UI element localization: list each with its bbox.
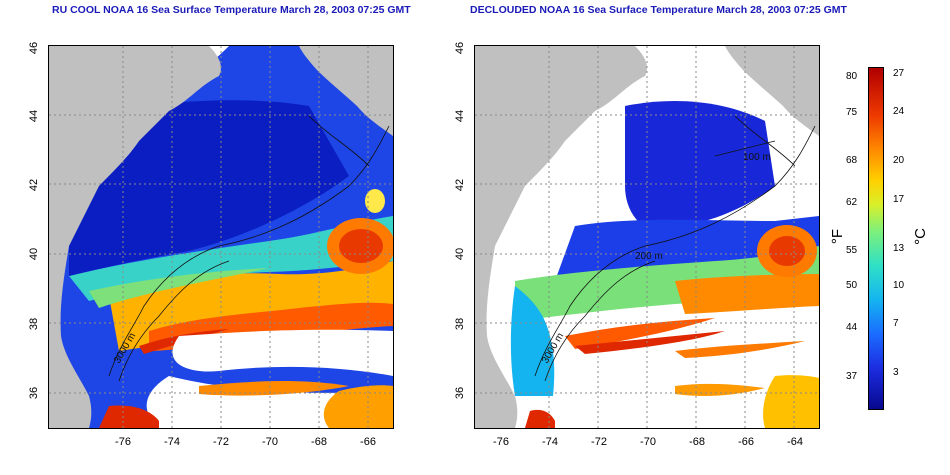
celsius-tick: 13 xyxy=(893,243,905,254)
temperature-colorbar xyxy=(868,67,884,410)
right-lon-label: -76 xyxy=(493,436,509,448)
right-lon-label: -64 xyxy=(787,436,803,448)
right-lat-label: 42 xyxy=(454,178,466,192)
celsius-tick: 10 xyxy=(893,280,905,291)
left-map-title: RU COOL NOAA 16 Sea Surface Temperature … xyxy=(52,4,411,16)
left-lat-label: 40 xyxy=(28,247,40,261)
left-lat-label: 46 xyxy=(28,41,40,55)
fahrenheit-tick: 50 xyxy=(846,280,858,291)
left-lon-label: -66 xyxy=(360,436,376,448)
fahrenheit-tick: 55 xyxy=(846,245,858,256)
celsius-tick: 3 xyxy=(893,367,899,378)
fahrenheit-tick: 75 xyxy=(846,107,858,118)
left-lon-label: -70 xyxy=(262,436,278,448)
fahrenheit-tick: 44 xyxy=(846,322,858,333)
fahrenheit-tick: 37 xyxy=(846,371,858,382)
fahrenheit-tick: 80 xyxy=(846,71,858,82)
right-lon-label: -66 xyxy=(738,436,754,448)
left-sst-map-image: 3000 m xyxy=(49,46,393,428)
fahrenheit-tick: 68 xyxy=(846,155,858,166)
right-contour-label-100m: 100 m xyxy=(743,152,771,163)
right-lon-label: -68 xyxy=(689,436,705,448)
right-lat-label: 46 xyxy=(454,41,466,55)
right-lat-label: 36 xyxy=(454,386,466,400)
celsius-tick: 17 xyxy=(893,194,905,205)
celsius-tick: 24 xyxy=(893,106,905,117)
right-lon-label: -74 xyxy=(542,436,558,448)
left-lon-label: -72 xyxy=(213,436,229,448)
left-lon-label: -74 xyxy=(164,436,180,448)
right-map-title: DECLOUDED NOAA 16 Sea Surface Temperatur… xyxy=(470,4,847,16)
right-sst-map-image: 100 m 200 m 3000 m xyxy=(475,46,819,428)
fahrenheit-tick: 62 xyxy=(846,197,858,208)
right-lat-label: 38 xyxy=(454,317,466,331)
left-lat-label: 38 xyxy=(28,317,40,331)
left-lat-label: 36 xyxy=(28,386,40,400)
right-lon-label: -70 xyxy=(640,436,656,448)
fahrenheit-unit-label: °F xyxy=(829,228,847,245)
right-sst-map: 100 m 200 m 3000 m xyxy=(474,45,820,429)
right-lon-label: -72 xyxy=(591,436,607,448)
right-lat-label: 40 xyxy=(454,247,466,261)
right-contour-label-200m: 200 m xyxy=(635,251,663,262)
right-lat-label: 44 xyxy=(454,109,466,123)
celsius-tick: 27 xyxy=(893,68,905,79)
celsius-tick: 20 xyxy=(893,155,905,166)
left-lat-label: 42 xyxy=(28,178,40,192)
left-lon-label: -76 xyxy=(115,436,131,448)
celsius-tick: 7 xyxy=(893,318,899,329)
left-lat-label: 44 xyxy=(28,109,40,123)
celsius-unit-label: °C xyxy=(911,228,929,245)
left-sst-map: 3000 m xyxy=(48,45,394,429)
left-lon-label: -68 xyxy=(311,436,327,448)
